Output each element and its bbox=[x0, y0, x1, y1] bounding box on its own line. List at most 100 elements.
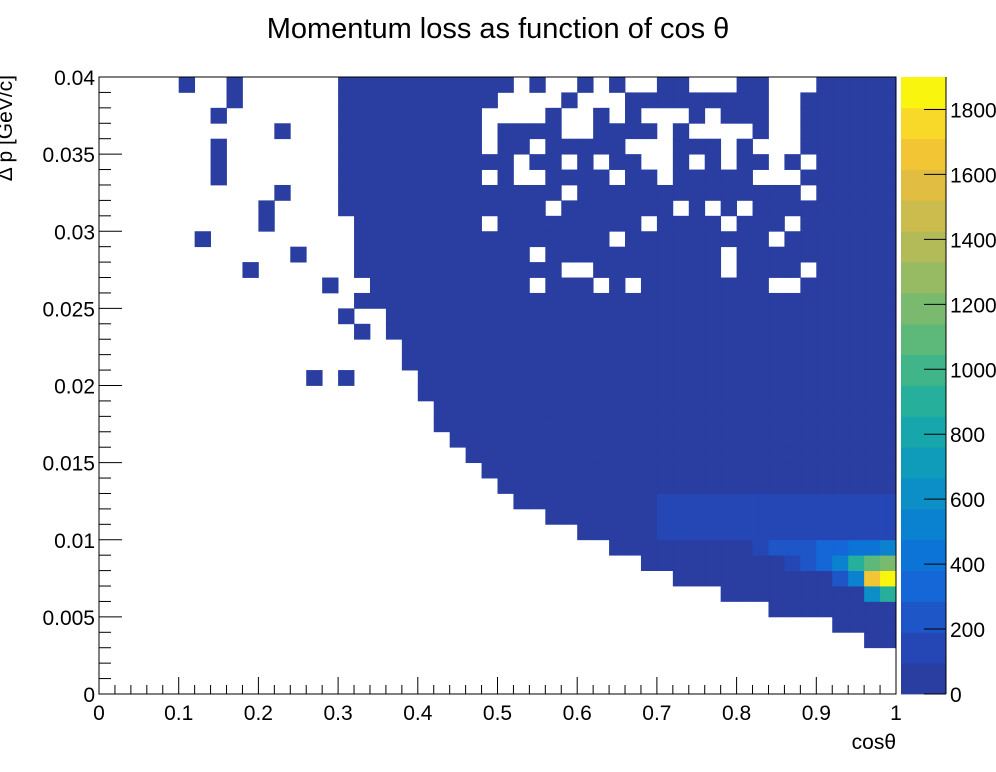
heatmap-cell bbox=[417, 169, 435, 186]
heatmap-cell bbox=[465, 138, 482, 155]
heatmap-cell bbox=[497, 77, 514, 93]
heatmap-cell bbox=[688, 215, 706, 232]
heatmap-cell bbox=[625, 385, 642, 402]
heatmap-cell bbox=[704, 92, 722, 109]
heatmap-cell bbox=[784, 601, 801, 618]
heatmap-cell bbox=[864, 370, 881, 386]
heatmap-cell bbox=[704, 138, 722, 155]
heatmap-cell bbox=[625, 246, 642, 263]
heatmap-cell bbox=[625, 292, 642, 309]
heatmap-cell bbox=[704, 231, 722, 248]
heatmap-cell bbox=[768, 184, 785, 201]
heatmap-cell bbox=[593, 493, 610, 510]
heatmap-cell bbox=[417, 200, 435, 217]
heatmap-cell bbox=[816, 339, 833, 356]
heatmap-cell bbox=[656, 246, 674, 263]
heatmap-cell bbox=[864, 508, 881, 525]
heatmap-cell bbox=[864, 586, 881, 602]
heatmap-cell bbox=[864, 539, 881, 556]
heatmap-cell bbox=[864, 123, 881, 140]
x-tick-label: 0 bbox=[93, 702, 105, 725]
heatmap-cell bbox=[354, 262, 371, 278]
heatmap-cell bbox=[704, 154, 722, 170]
heatmap-cell bbox=[880, 339, 897, 356]
heatmap-cell bbox=[800, 308, 817, 325]
heatmap-cell bbox=[210, 138, 227, 155]
colorbar-segment bbox=[901, 292, 946, 325]
x-tick-label: 0.2 bbox=[244, 702, 273, 725]
heatmap-cell bbox=[880, 586, 897, 602]
heatmap-cell bbox=[497, 262, 514, 278]
heatmap-cell bbox=[545, 262, 562, 278]
heatmap-cell bbox=[800, 400, 817, 417]
heatmap-cell bbox=[593, 524, 610, 541]
heatmap-cell bbox=[529, 339, 546, 356]
heatmap-cell bbox=[704, 400, 722, 417]
heatmap-cell bbox=[354, 184, 371, 201]
heatmap-cell bbox=[577, 200, 594, 217]
x-tick-label: 0.6 bbox=[563, 702, 592, 725]
heatmap-cell bbox=[577, 154, 594, 170]
heatmap-cell bbox=[816, 246, 833, 263]
heatmap-cell bbox=[880, 539, 897, 556]
heatmap-cell bbox=[768, 508, 785, 525]
heatmap-cell bbox=[529, 200, 546, 217]
heatmap-cell bbox=[401, 154, 419, 170]
heatmap-cell bbox=[880, 123, 897, 140]
heatmap-cell bbox=[561, 447, 578, 464]
heatmap-cell bbox=[672, 508, 690, 525]
heatmap-cell bbox=[497, 231, 514, 248]
heatmap-cell bbox=[465, 308, 482, 325]
heatmap-cell bbox=[864, 154, 881, 170]
heatmap-cell bbox=[417, 215, 435, 232]
heatmap-cell bbox=[449, 354, 467, 371]
colorbar-tick-label: 200 bbox=[950, 619, 985, 642]
heatmap-cell bbox=[704, 539, 722, 556]
heatmap-cell bbox=[481, 231, 498, 248]
heatmap-cell bbox=[880, 323, 897, 340]
heatmap-cell bbox=[401, 277, 419, 294]
heatmap-cell bbox=[784, 524, 801, 541]
heatmap-cell bbox=[513, 246, 530, 263]
heatmap-cell bbox=[704, 277, 722, 294]
heatmap-cell bbox=[625, 478, 642, 494]
heatmap-cell bbox=[449, 200, 467, 217]
heatmap-cell bbox=[577, 400, 594, 417]
heatmap-cell bbox=[529, 77, 546, 93]
heatmap-cell bbox=[593, 246, 610, 263]
heatmap-cell bbox=[848, 570, 865, 587]
heatmap-cell bbox=[385, 138, 403, 155]
heatmap-cell bbox=[672, 215, 690, 232]
heatmap-cell bbox=[609, 138, 626, 155]
heatmap-cell bbox=[720, 107, 737, 124]
heatmap-cell bbox=[529, 262, 546, 278]
heatmap-cell bbox=[816, 215, 833, 232]
colorbar-tick-label: 0 bbox=[950, 684, 962, 707]
heatmap-cell bbox=[545, 354, 562, 371]
heatmap-cell bbox=[880, 601, 897, 618]
heatmap-cell bbox=[816, 508, 833, 525]
heatmap-cell bbox=[672, 292, 690, 309]
heatmap-cell bbox=[545, 246, 562, 263]
heatmap-cell bbox=[258, 200, 275, 217]
heatmap-cell bbox=[736, 184, 753, 201]
heatmap-cell bbox=[816, 555, 833, 571]
heatmap-cell bbox=[609, 416, 626, 433]
heatmap-cell bbox=[800, 354, 817, 371]
heatmap-cell bbox=[561, 385, 578, 402]
heatmap-cell bbox=[688, 493, 706, 510]
heatmap-cell bbox=[880, 431, 897, 448]
heatmap-cell bbox=[577, 77, 594, 93]
heatmap-cell bbox=[545, 123, 562, 140]
heatmap-cell bbox=[513, 231, 530, 248]
heatmap-cell bbox=[593, 447, 610, 464]
heatmap-cell bbox=[529, 231, 546, 248]
heatmap-cell bbox=[736, 231, 753, 248]
heatmap-cell bbox=[880, 478, 897, 494]
heatmap-cell bbox=[848, 601, 865, 618]
heatmap-cell bbox=[593, 339, 610, 356]
heatmap-cell bbox=[354, 107, 371, 124]
colorbar-segment bbox=[901, 508, 946, 541]
heatmap-cell bbox=[401, 200, 419, 217]
heatmap-cell bbox=[736, 462, 753, 479]
